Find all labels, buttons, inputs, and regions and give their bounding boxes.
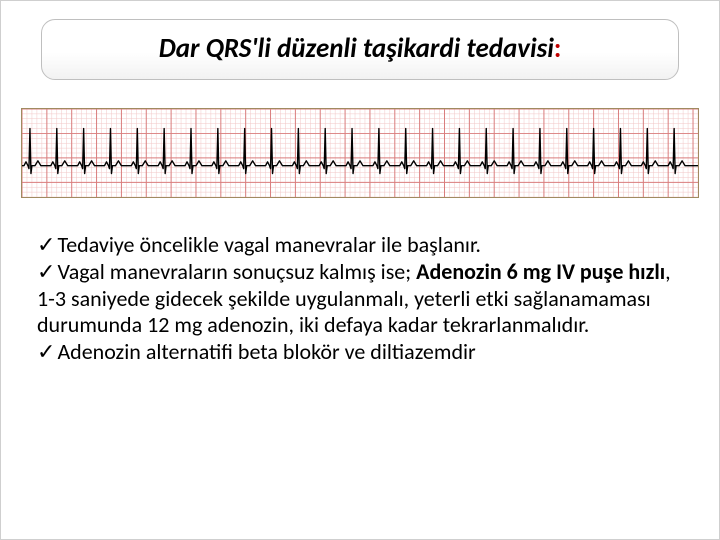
bullet-text-run: Vagal manevraların sonuçsuz kalmış ise; — [57, 258, 416, 285]
bullet-text-run: Tedaviye öncelikle vagal manevralar ile … — [57, 231, 481, 258]
slide-title-colon: : — [554, 32, 561, 65]
ecg-chart — [22, 109, 698, 197]
check-icon: ✓ — [37, 339, 55, 364]
check-icon: ✓ — [37, 259, 55, 284]
bullet-item: ✓Tedaviye öncelikle vagal manevralar ile… — [37, 232, 683, 259]
ecg-grid-minor — [22, 109, 698, 197]
slide-title: Dar QRS'li düzenli taşikardi tedavisi — [159, 32, 554, 65]
check-icon: ✓ — [37, 232, 55, 257]
bullet-text-run: Adenozin 6 mg IV puşe hızlı — [416, 258, 665, 285]
ecg-strip — [21, 108, 699, 198]
bullet-item: ✓Adenozin alternatifi beta blokör ve dil… — [37, 339, 683, 366]
bullet-list: ✓Tedaviye öncelikle vagal manevralar ile… — [37, 232, 683, 366]
title-container: Dar QRS'li düzenli taşikardi tedavisi: — [41, 19, 679, 80]
bullet-item: ✓Vagal manevraların sonuçsuz kalmış ise;… — [37, 259, 683, 339]
bullet-text-run: Adenozin alternatifi beta blokör ve dilt… — [57, 338, 475, 365]
